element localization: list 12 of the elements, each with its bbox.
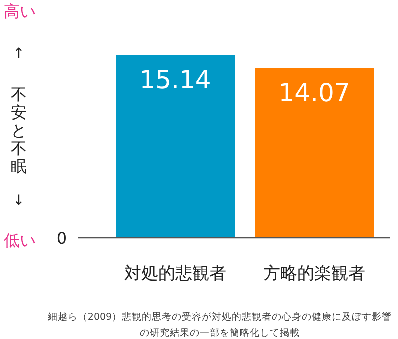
text: 0 — [56, 229, 68, 248]
x-tick-label: 対処的悲観者 — [124, 264, 226, 284]
text: の研究結果の一部を簡略化して掲載 — [140, 327, 300, 339]
y-axis-title: 不安と不眠 — [11, 85, 27, 176]
x-tick-label: 方略的楽観者 — [264, 264, 366, 284]
text: ↓ — [13, 193, 25, 209]
text: ↑ — [13, 46, 25, 62]
text: 細越ら（2009）悲観的思考の受容が対処的悲観者の心身の健康に及ぼす影響 — [46, 311, 392, 323]
text: 高い — [4, 2, 36, 21]
data-label: 15.14 — [140, 65, 212, 94]
data-label: 14.07 — [278, 78, 350, 108]
text: 低い — [4, 231, 36, 250]
